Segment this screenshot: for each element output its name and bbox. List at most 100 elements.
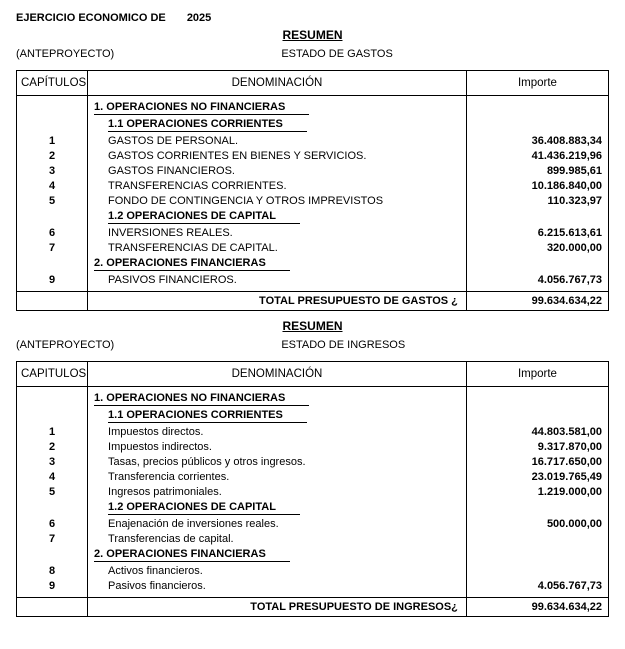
table-row: 1.1 OPERACIONES CORRIENTES	[17, 408, 609, 425]
table-header-row: CAPÍTULOS DENOMINACIÓN Importe	[17, 71, 609, 96]
row-label: PASIVOS FINANCIEROS.	[108, 274, 237, 286]
chapter-number: 9	[17, 273, 88, 288]
col-importe: Importe	[466, 71, 608, 96]
ingresos-total-amount: 99.634.634,22	[466, 598, 608, 617]
row-amount: 320.000,00	[466, 241, 608, 256]
ingresos-total-row: TOTAL PRESUPUESTO DE INGRESOS¿ 99.634.63…	[17, 598, 609, 617]
resumen-title-gastos: RESUMEN	[16, 28, 609, 42]
row-amount: 899.985,61	[466, 164, 608, 179]
ingresos-table: CAPITULOS DENOMINACIÓN Importe 1. OPERAC…	[16, 361, 609, 617]
subheader-ingresos: (ANTEPROYECTO) ESTADO DE INGRESOS	[16, 339, 609, 351]
table-row: 1. OPERACIONES NO FINANCIERAS	[17, 100, 609, 117]
ingresos-total-label: TOTAL PRESUPUESTO DE INGRESOS¿	[88, 598, 467, 617]
row-amount: 36.408.883,34	[466, 134, 608, 149]
col-denominacion: DENOMINACIÓN	[88, 362, 467, 387]
chapter-number: 3	[17, 164, 88, 179]
row-label: Impuestos directos.	[108, 426, 203, 438]
table-row: 1. OPERACIONES NO FINANCIERAS	[17, 391, 609, 408]
table-header-row: CAPITULOS DENOMINACIÓN Importe	[17, 362, 609, 387]
col-denominacion: DENOMINACIÓN	[88, 71, 467, 96]
row-label: Ingresos patrimoniales.	[108, 486, 222, 498]
table-row: 7 Transferencias de capital.	[17, 532, 609, 547]
row-label: TRANSFERENCIAS CORRIENTES.	[108, 180, 286, 192]
table-row: 3 Tasas, precios públicos y otros ingreso…	[17, 455, 609, 470]
table-row: 1.1 OPERACIONES CORRIENTES	[17, 117, 609, 134]
row-label: FONDO DE CONTINGENCIA Y OTROS IMPREVISTO…	[108, 195, 383, 207]
row-label: Transferencia corrientes.	[108, 471, 229, 483]
chapter-number: 6	[17, 226, 88, 241]
chapter-number: 8	[17, 564, 88, 579]
chapter-number: 1	[17, 134, 88, 149]
row-amount: 9.317.870,00	[466, 440, 608, 455]
gastos-total-row: TOTAL PRESUPUESTO DE GASTOS ¿ 99.634.634…	[17, 292, 609, 311]
chapter-number: 9	[17, 579, 88, 594]
subsection-heading: 1.1 OPERACIONES CORRIENTES	[108, 118, 307, 132]
gastos-table: CAPÍTULOS DENOMINACIÓN Importe 1. OPERAC…	[16, 70, 609, 311]
table-row: 1.2 OPERACIONES DE CAPITAL	[17, 209, 609, 226]
row-amount: 10.186.840,00	[466, 179, 608, 194]
section-heading: 2. OPERACIONES FINANCIERAS	[94, 548, 290, 562]
row-label: TRANSFERENCIAS DE CAPITAL.	[108, 242, 278, 254]
estado-ingresos: ESTADO DE INGRESOS	[241, 339, 609, 351]
chapter-number: 2	[17, 440, 88, 455]
chapter-number: 1	[17, 425, 88, 440]
anteproyecto-label: (ANTEPROYECTO)	[16, 48, 241, 60]
exercise-label: EJERCICIO ECONOMICO DE	[16, 12, 166, 24]
chapter-number: 7	[17, 241, 88, 256]
row-label: Transferencias de capital.	[108, 533, 234, 545]
chapter-number: 5	[17, 194, 88, 209]
row-amount: 110.323,97	[466, 194, 608, 209]
row-label: Pasivos financieros.	[108, 580, 206, 592]
table-row: 5 FONDO DE CONTINGENCIA Y OTROS IMPREVIST…	[17, 194, 609, 209]
row-label: Impuestos indirectos.	[108, 441, 212, 453]
section-heading: 1. OPERACIONES NO FINANCIERAS	[94, 101, 309, 115]
row-label: INVERSIONES REALES.	[108, 227, 233, 239]
row-amount: 6.215.613,61	[466, 226, 608, 241]
row-label: Enajenación de inversiones reales.	[108, 518, 279, 530]
section-heading: 1. OPERACIONES NO FINANCIERAS	[94, 392, 309, 406]
table-row: 2. OPERACIONES FINANCIERAS	[17, 547, 609, 564]
row-amount: 44.803.581,00	[466, 425, 608, 440]
ingresos-body: 1. OPERACIONES NO FINANCIERAS 1.1 OPERACI…	[17, 387, 609, 598]
row-amount: 1.219.000,00	[466, 485, 608, 500]
chapter-number: 5	[17, 485, 88, 500]
row-amount: 23.019.765,49	[466, 470, 608, 485]
row-amount: 4.056.767,73	[466, 273, 608, 288]
row-label: GASTOS FINANCIEROS.	[108, 165, 235, 177]
table-row: 2 Impuestos indirectos. 9.317.870,00	[17, 440, 609, 455]
subsection-heading: 1.1 OPERACIONES CORRIENTES	[108, 409, 307, 423]
row-amount	[466, 564, 608, 579]
chapter-number: 6	[17, 517, 88, 532]
table-row: 2 GASTOS CORRIENTES EN BIENES Y SERVICIOS…	[17, 149, 609, 164]
gastos-total-amount: 99.634.634,22	[466, 292, 608, 311]
table-row: 4 TRANSFERENCIAS CORRIENTES. 10.186.840,00	[17, 179, 609, 194]
chapter-number: 3	[17, 455, 88, 470]
table-row: 9 PASIVOS FINANCIEROS. 4.056.767,73	[17, 273, 609, 288]
row-label: GASTOS CORRIENTES EN BIENES Y SERVICIOS.	[108, 150, 366, 162]
row-amount: 41.436.219,96	[466, 149, 608, 164]
row-amount: 500.000,00	[466, 517, 608, 532]
row-amount	[466, 532, 608, 547]
table-row: 1 Impuestos directos. 44.803.581,00	[17, 425, 609, 440]
anteproyecto-label-2: (ANTEPROYECTO)	[16, 339, 241, 351]
col-capitulos: CAPÍTULOS	[17, 71, 88, 96]
row-label: GASTOS DE PERSONAL.	[108, 135, 238, 147]
gastos-total-label: TOTAL PRESUPUESTO DE GASTOS ¿	[88, 292, 467, 311]
exercise-header: EJERCICIO ECONOMICO DE 2025	[16, 12, 609, 24]
table-row: 6 Enajenación de inversiones reales. 500.0…	[17, 517, 609, 532]
subheader-gastos: (ANTEPROYECTO) ESTADO DE GASTOS	[16, 48, 609, 60]
table-row: 2. OPERACIONES FINANCIERAS	[17, 256, 609, 273]
row-label: Tasas, precios públicos y otros ingresos…	[108, 456, 305, 468]
chapter-number: 4	[17, 179, 88, 194]
subsection-heading: 1.2 OPERACIONES DE CAPITAL	[108, 501, 300, 515]
estado-gastos: ESTADO DE GASTOS	[241, 48, 609, 60]
table-row: 9Pasivos financieros.4.056.767,73	[17, 579, 609, 594]
table-row: 1 GASTOS DE PERSONAL. 36.408.883,34	[17, 134, 609, 149]
table-row: 6 INVERSIONES REALES. 6.215.613,61	[17, 226, 609, 241]
exercise-year: 2025	[187, 12, 211, 24]
table-row: 7 TRANSFERENCIAS DE CAPITAL. 320.000,00	[17, 241, 609, 256]
row-label: Activos financieros.	[108, 565, 203, 577]
section-heading: 2. OPERACIONES FINANCIERAS	[94, 257, 290, 271]
chapter-number: 2	[17, 149, 88, 164]
chapter-number: 7	[17, 532, 88, 547]
